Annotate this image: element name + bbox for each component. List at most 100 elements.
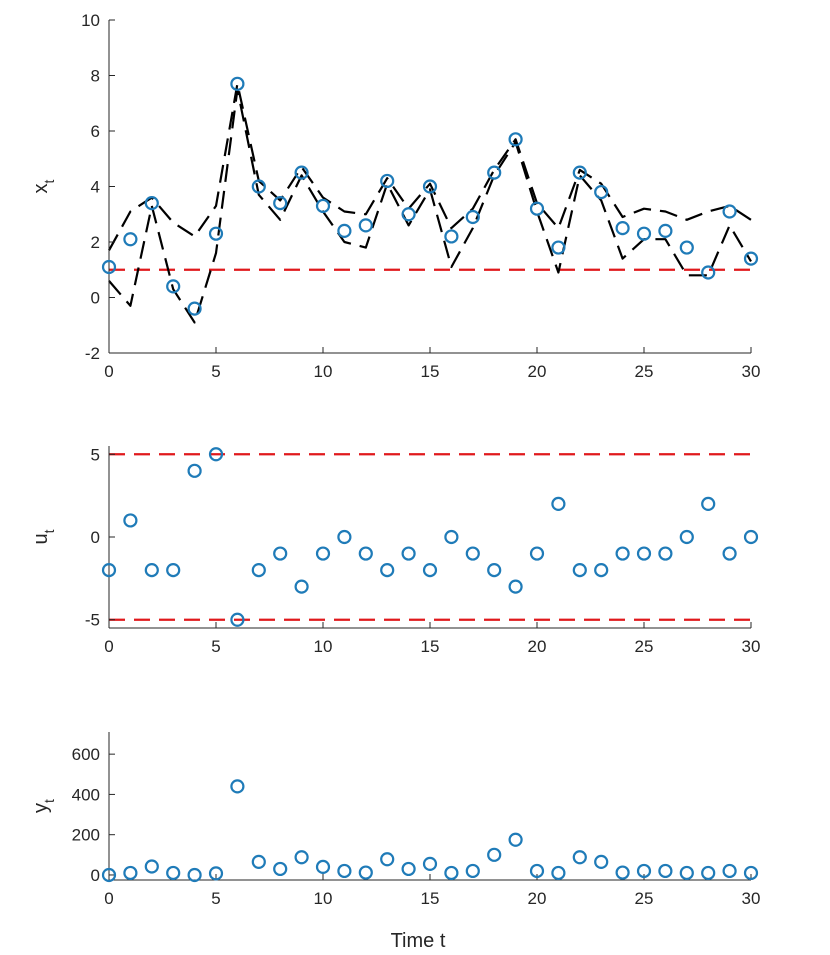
x-tick-label: 20 xyxy=(528,889,547,908)
y-tick-label: 0 xyxy=(91,866,100,885)
data-point xyxy=(743,251,759,266)
x-tick-label: 15 xyxy=(421,637,440,656)
x-tick-label: 5 xyxy=(211,889,220,908)
x-tick-label: 15 xyxy=(421,362,440,381)
data-point xyxy=(615,546,630,561)
data-point xyxy=(251,179,266,194)
data-point xyxy=(315,198,331,214)
data-point xyxy=(358,546,373,561)
data-point xyxy=(636,546,652,561)
x-tick-label: 25 xyxy=(635,362,654,381)
output-panel: 0 5 10 15 20 25 30 0 200 400 600 yt Time t xyxy=(30,732,760,952)
y-axis-label-subscript: t xyxy=(41,799,57,803)
data-point xyxy=(101,562,117,578)
x-axis-label: Time t xyxy=(391,930,446,952)
data-point xyxy=(658,546,673,561)
data-point xyxy=(679,240,694,255)
y-tick-label: -2 xyxy=(85,344,100,363)
data-point xyxy=(315,859,331,875)
data-point xyxy=(465,863,480,879)
y-axis-label: xt xyxy=(30,179,57,193)
data-point xyxy=(529,201,545,216)
y-tick-label: 0 xyxy=(91,528,100,547)
data-point xyxy=(487,562,502,578)
data-point xyxy=(551,865,566,881)
data-point xyxy=(230,76,245,91)
y-axis-label: ut xyxy=(30,529,57,544)
data-point xyxy=(166,865,181,881)
bound-line xyxy=(108,88,752,324)
data-point xyxy=(101,867,117,883)
y-tick-label: 8 xyxy=(91,67,100,86)
data-point xyxy=(465,546,480,561)
data-point xyxy=(380,173,395,189)
data-point xyxy=(337,223,352,238)
x-tick-label: 30 xyxy=(742,889,761,908)
data-point xyxy=(315,546,331,561)
data-point xyxy=(615,865,630,880)
data-point xyxy=(101,259,117,275)
y-tick-label: 0 xyxy=(91,289,100,308)
data-point xyxy=(722,546,737,561)
data-point xyxy=(636,863,652,879)
data-point xyxy=(679,529,694,545)
data-point xyxy=(529,546,545,561)
data-point xyxy=(187,301,202,316)
data-point xyxy=(722,863,737,879)
data-point xyxy=(658,863,673,879)
data-point xyxy=(444,229,459,244)
data-point xyxy=(743,529,759,545)
data-point xyxy=(701,865,716,881)
data-point xyxy=(208,866,224,881)
x-tick-label: 20 xyxy=(528,637,547,656)
data-point xyxy=(487,847,502,862)
data-point xyxy=(144,196,159,211)
data-point xyxy=(465,209,480,225)
data-point xyxy=(572,165,587,180)
data-point xyxy=(144,859,159,874)
x-tick-label: 5 xyxy=(211,362,220,381)
data-point xyxy=(422,179,438,194)
data-point xyxy=(594,562,609,578)
data-point xyxy=(294,165,309,180)
data-point xyxy=(208,226,224,241)
data-point xyxy=(187,867,202,883)
x-tick-label: 25 xyxy=(635,889,654,908)
data-point xyxy=(422,562,438,578)
data-point xyxy=(123,513,138,528)
y-axis-label: yt xyxy=(30,799,57,813)
data-point xyxy=(444,529,459,545)
data-point xyxy=(230,612,245,627)
data-point xyxy=(187,463,202,478)
x-tick-label: 30 xyxy=(742,637,761,656)
data-point xyxy=(722,204,737,219)
data-point xyxy=(166,562,181,578)
data-point xyxy=(551,240,566,255)
data-point xyxy=(294,579,309,594)
data-point xyxy=(701,265,716,280)
data-point xyxy=(401,207,416,222)
data-point xyxy=(144,562,159,578)
data-point xyxy=(166,279,181,294)
data-point xyxy=(358,218,373,233)
x-tick-label: 10 xyxy=(314,637,333,656)
data-point xyxy=(337,863,352,879)
data-point xyxy=(701,496,716,512)
data-point xyxy=(572,850,587,865)
data-point xyxy=(294,850,309,865)
data-point xyxy=(572,562,587,578)
y-tick-label: 5 xyxy=(91,445,100,464)
y-axis-label-main: u xyxy=(30,533,52,544)
x-tick-label: 0 xyxy=(104,362,113,381)
data-point xyxy=(208,447,224,462)
data-point xyxy=(594,854,609,869)
data-point xyxy=(251,562,266,578)
data-point xyxy=(508,132,523,147)
data-point xyxy=(679,865,694,881)
data-point xyxy=(380,852,395,867)
data-point xyxy=(743,865,759,881)
data-point xyxy=(508,832,523,847)
data-point xyxy=(529,863,545,879)
